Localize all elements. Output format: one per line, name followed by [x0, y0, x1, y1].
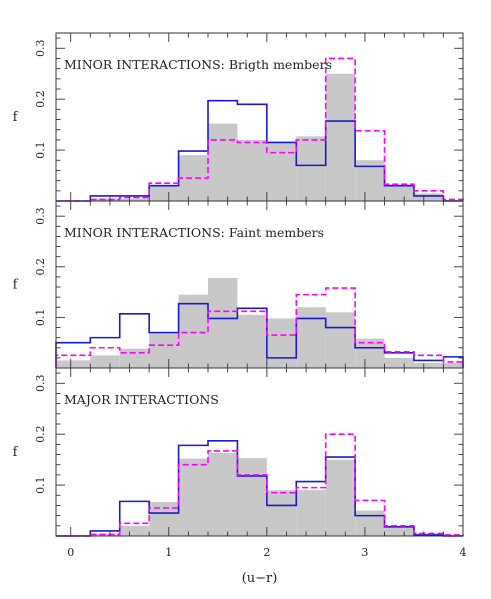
gray-bar-3-6 — [208, 453, 238, 536]
y-tick-label: 0.1 — [34, 309, 47, 327]
gray-bar-2-2 — [90, 355, 120, 368]
gray-bar-3-9 — [296, 490, 326, 536]
gray-bar-2-6 — [208, 277, 238, 368]
gray-bar-2-8 — [266, 318, 297, 368]
magenta-dashed-line-2 — [55, 287, 464, 368]
gray-bar-1-9 — [296, 136, 326, 201]
y-axis-label: f — [13, 278, 19, 293]
gray-bar-3-7 — [237, 458, 267, 536]
panel-frame-3 — [55, 367, 464, 537]
gray-bar-1-10 — [325, 73, 356, 201]
gray-bar-1-7 — [237, 139, 267, 201]
y-tick-label: 0.1 — [34, 141, 47, 159]
gray-bar-2-1 — [56, 360, 91, 368]
panel-title: MINOR INTERACTIONS: Brigth members — [64, 57, 332, 72]
x-tick-label: 0 — [67, 546, 74, 559]
gray-bar-3-10 — [325, 459, 356, 536]
y-tick-label: 0.3 — [34, 207, 47, 225]
y-tick-label: 0.1 — [34, 476, 47, 494]
gray-bar-3-5 — [178, 458, 209, 536]
panel-2: 0.1 0.2 0.3 f MINOR INTERACTIONS: Faint memb… — [13, 200, 464, 369]
magenta-dashed-line-1 — [56, 57, 464, 202]
gray-bar-2-7 — [237, 314, 267, 368]
gray-bar-1-6 — [208, 123, 238, 201]
panel-1: 0.1 0.2 0.3 f MINOR INTERACTIONS: Brigth mem… — [13, 32, 464, 202]
y-tick-label: 0.2 — [34, 425, 47, 443]
gray-bar-2-14 — [443, 362, 463, 368]
gray-bar-2-3 — [119, 348, 150, 368]
gray-bar-2-12 — [384, 357, 414, 368]
magenta-dashed-line-3 — [56, 433, 464, 537]
x-tick-label: 2 — [263, 546, 270, 559]
gray-bar-1-4 — [149, 185, 179, 201]
gray-bar-2-9 — [296, 307, 326, 368]
y-tick-label: 0.3 — [34, 375, 47, 393]
gray-bar-1-8 — [266, 142, 297, 201]
panel-title: MAJOR INTERACTIONS — [64, 392, 219, 407]
gray-bar-3-12 — [384, 526, 414, 536]
gray-bar-3-11 — [355, 510, 385, 536]
y-axis-label: f — [13, 110, 19, 125]
gray-bar-2-10 — [325, 312, 356, 368]
y-axis-label: f — [13, 445, 19, 460]
x-axis-label: (u−r) — [242, 571, 278, 586]
gray-bar-3-4 — [149, 501, 179, 536]
y-tick-label: 0.3 — [34, 40, 47, 58]
gray-bar-1-12 — [384, 185, 414, 201]
gray-bar-2-4 — [149, 333, 179, 368]
x-tick-label: 1 — [165, 546, 172, 559]
gray-bar-1-13 — [413, 193, 444, 201]
gray-bar-2-11 — [355, 338, 385, 368]
y-tick-label: 0.2 — [34, 258, 47, 276]
gray-bar-1-3 — [119, 198, 150, 201]
gray-bar-3-3 — [119, 525, 150, 536]
gray-bar-2-13 — [413, 362, 444, 368]
panel-3: 0.1 0.2 0.3 f MAJOR INTERACTIONS 0 1 2 3 4 (u−r) — [13, 367, 467, 586]
gray-bar-3-8 — [266, 490, 297, 536]
y-tick-label: 0.2 — [34, 90, 47, 108]
gray-bar-1-5 — [178, 155, 209, 201]
x-tick-label: 4 — [460, 546, 467, 559]
panel-title: MINOR INTERACTIONS: Faint members — [64, 225, 324, 240]
gray-bar-2-5 — [178, 294, 209, 368]
x-tick-label: 3 — [361, 546, 368, 559]
